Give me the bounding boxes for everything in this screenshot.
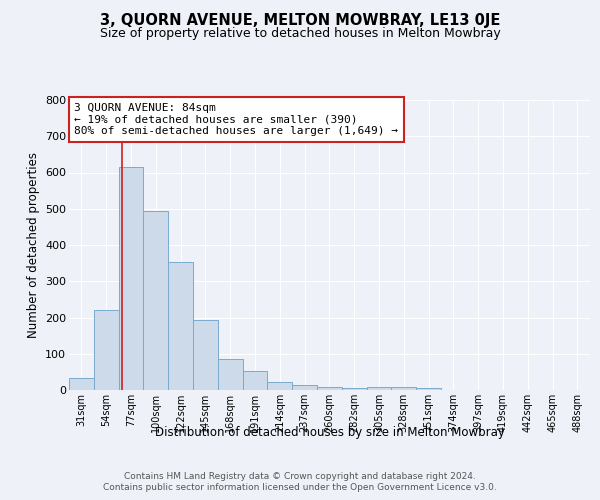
Bar (218, 359, 242, 390)
Bar (69, 378, 94, 390)
Bar (292, 384, 317, 390)
Bar (242, 371, 268, 390)
Text: Contains public sector information licensed under the Open Government Licence v3: Contains public sector information licen… (103, 484, 497, 492)
Y-axis label: Number of detached properties: Number of detached properties (26, 152, 40, 338)
Bar (119, 167, 143, 390)
Bar (143, 210, 168, 390)
Text: 3, QUORN AVENUE, MELTON MOWBRAY, LE13 0JE: 3, QUORN AVENUE, MELTON MOWBRAY, LE13 0J… (100, 12, 500, 28)
Text: 3 QUORN AVENUE: 84sqm
← 19% of detached houses are smaller (390)
80% of semi-det: 3 QUORN AVENUE: 84sqm ← 19% of detached … (74, 103, 398, 136)
Bar (268, 382, 292, 390)
Bar (168, 262, 193, 390)
Text: Contains HM Land Registry data © Crown copyright and database right 2024.: Contains HM Land Registry data © Crown c… (124, 472, 476, 481)
Bar (416, 388, 441, 390)
Bar (367, 387, 391, 390)
Bar (342, 388, 367, 390)
Bar (391, 388, 416, 390)
Bar (317, 386, 342, 390)
Text: Size of property relative to detached houses in Melton Mowbray: Size of property relative to detached ho… (100, 28, 500, 40)
Text: Distribution of detached houses by size in Melton Mowbray: Distribution of detached houses by size … (155, 426, 505, 439)
Bar (193, 320, 218, 390)
Bar (94, 310, 119, 390)
